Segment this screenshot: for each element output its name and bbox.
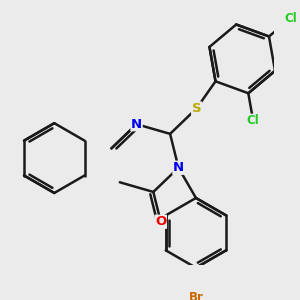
Text: Br: Br — [188, 291, 203, 300]
Text: Cl: Cl — [247, 114, 260, 127]
Text: N: N — [131, 118, 142, 131]
Text: S: S — [192, 102, 201, 115]
Text: Cl: Cl — [284, 12, 297, 25]
Text: N: N — [173, 161, 184, 174]
Text: O: O — [155, 215, 166, 228]
